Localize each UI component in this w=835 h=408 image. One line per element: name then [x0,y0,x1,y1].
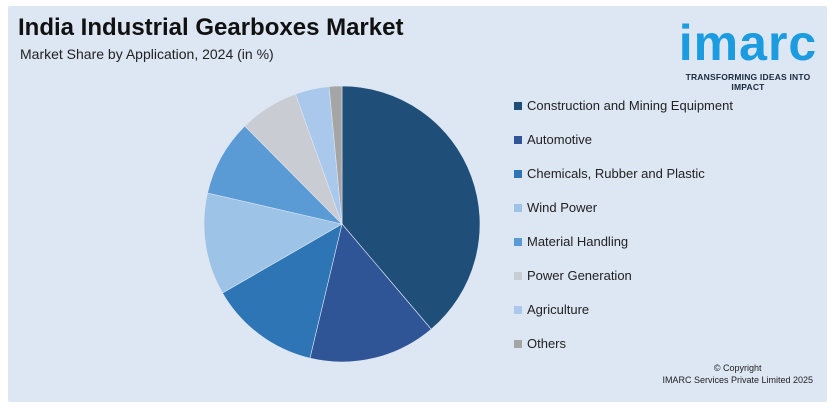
legend-swatch [514,340,522,348]
legend-swatch [514,204,522,212]
legend-label: Power Generation [527,268,632,283]
logo-tagline: TRANSFORMING IDEAS INTO IMPACT [685,72,811,92]
pie-slice-wind-power [203,192,343,294]
legend-swatch [514,102,522,110]
chart-card: India Industrial Gearboxes Market Market… [8,6,827,402]
copyright-line-1: © Copyright [713,363,762,373]
pie-slice-chemicals-rubber-and-plastic [222,223,343,359]
copyright-notice: © Copyright IMARC Services Private Limit… [662,362,813,386]
pie-slice-automotive [309,223,432,363]
legend-label: Automotive [527,132,593,147]
copyright-line-2: IMARC Services Private Limited 2025 [662,375,813,385]
legend-label: Material Handling [527,234,629,249]
logo-wordmark: imarc [678,15,818,71]
legend-swatch [514,238,522,246]
chart-subtitle: Market Share by Application, 2024 (in %) [20,46,274,62]
legend-label: Others [527,336,567,351]
legend-swatch [514,170,522,178]
pie-slice-construction-and-mining-equipment [341,85,481,330]
legend-label: Construction and Mining Equipment [527,98,733,113]
legend-label: Wind Power [527,200,598,215]
legend-swatch [514,272,522,280]
pie-chart [203,85,481,363]
chart-title: India Industrial Gearboxes Market [18,14,404,41]
legend-label: Agriculture [527,302,590,317]
legend-swatch [514,306,522,314]
legend-swatch [514,136,522,144]
imarc-logo: imarc TRANSFORMING IDEAS INTO IMPACT [668,10,828,92]
pie-slice-others [328,85,343,225]
legend-label: Chemicals, Rubber and Plastic [527,166,705,181]
